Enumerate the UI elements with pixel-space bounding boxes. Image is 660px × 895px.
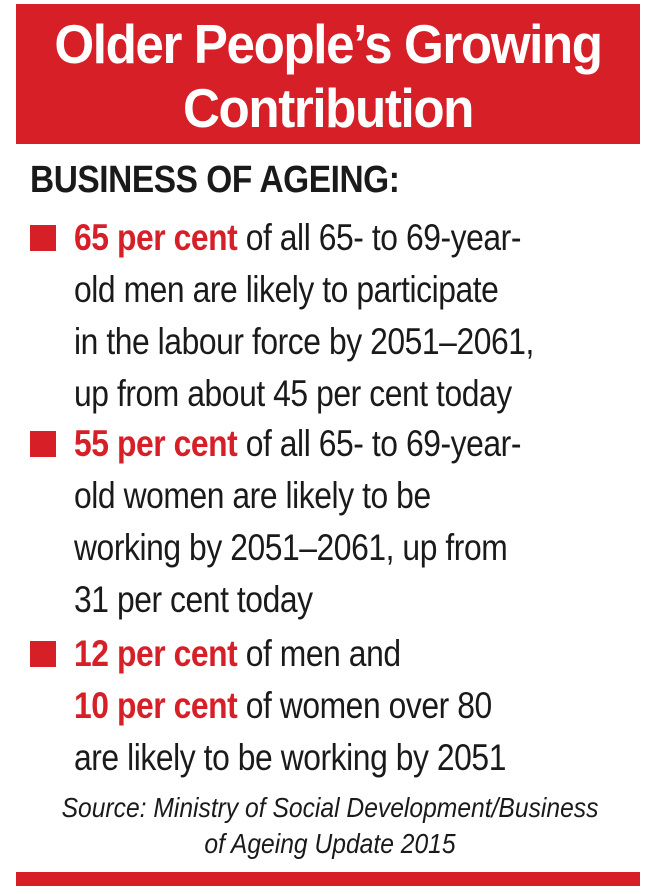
bullet-text: 12 per cent of men and 10 per cent of wo… [74,628,576,784]
source-line-1: Source: Ministry of Social Development/B… [61,792,599,823]
line-text: up from about 45 per cent today [74,373,512,414]
bullet-line: old men are likely to participate [74,264,534,316]
line-text: of men and [237,633,401,674]
line-text: in the labour force by 2051–2061, [74,321,534,362]
bullet-item-2: 55 per cent of all 65- to 69-year- old w… [30,418,640,628]
bullet-line: 55 per cent of all 65- to 69-year- [74,418,521,470]
bullet-line: are likely to be working by 2051 [74,732,506,784]
bullet-item-3: 12 per cent of men and 10 per cent of wo… [30,628,640,788]
title-line-1: Older People’s Growing [54,13,603,75]
title-banner: Older People’s Growing Contribution [16,4,640,144]
line-text: working by 2051–2061, up from [74,527,508,568]
bullet-line: up from about 45 per cent today [74,368,534,420]
bullet-line: 65 per cent of all 65- to 69-year- [74,212,534,264]
bullet-line: 12 per cent of men and [74,628,506,680]
bottom-divider [16,872,640,886]
section-heading: BUSINESS OF AGEING: [30,159,400,201]
source-note: Source: Ministry of Social Development/B… [20,790,640,862]
line-text: 31 per cent today [74,579,313,620]
bullet-text: 65 per cent of all 65- to 69-year- old m… [74,212,609,420]
line-text: of all 65- to 69-year- [237,423,522,464]
bullet-item-1: 65 per cent of all 65- to 69-year- old m… [30,212,640,422]
highlight-stat: 10 per cent [74,685,238,726]
bullet-square-icon [30,431,56,457]
line-text: of all 65- to 69-year- [237,217,522,258]
line-text: old men are likely to participate [74,269,499,310]
highlight-stat: 12 per cent [74,633,238,674]
line-text: are likely to be working by 2051 [74,737,506,778]
bullet-line: in the labour force by 2051–2061, [74,316,534,368]
bullet-line: working by 2051–2061, up from [74,522,521,574]
title-line-2: Contribution [182,77,474,139]
bullet-line: 31 per cent today [74,574,521,626]
highlight-stat: 55 per cent [74,423,238,464]
highlight-stat: 65 per cent [74,217,238,258]
bullet-line: 10 per cent of women over 80 [74,680,506,732]
source-line-2: of Ageing Update 2015 [204,828,456,859]
bullet-square-icon [30,641,56,667]
line-text: old women are likely to be [74,475,431,516]
bullet-text: 55 per cent of all 65- to 69-year- old w… [74,418,594,626]
bullet-square-icon [30,225,56,251]
line-text: of women over 80 [237,685,492,726]
bullet-line: old women are likely to be [74,470,521,522]
